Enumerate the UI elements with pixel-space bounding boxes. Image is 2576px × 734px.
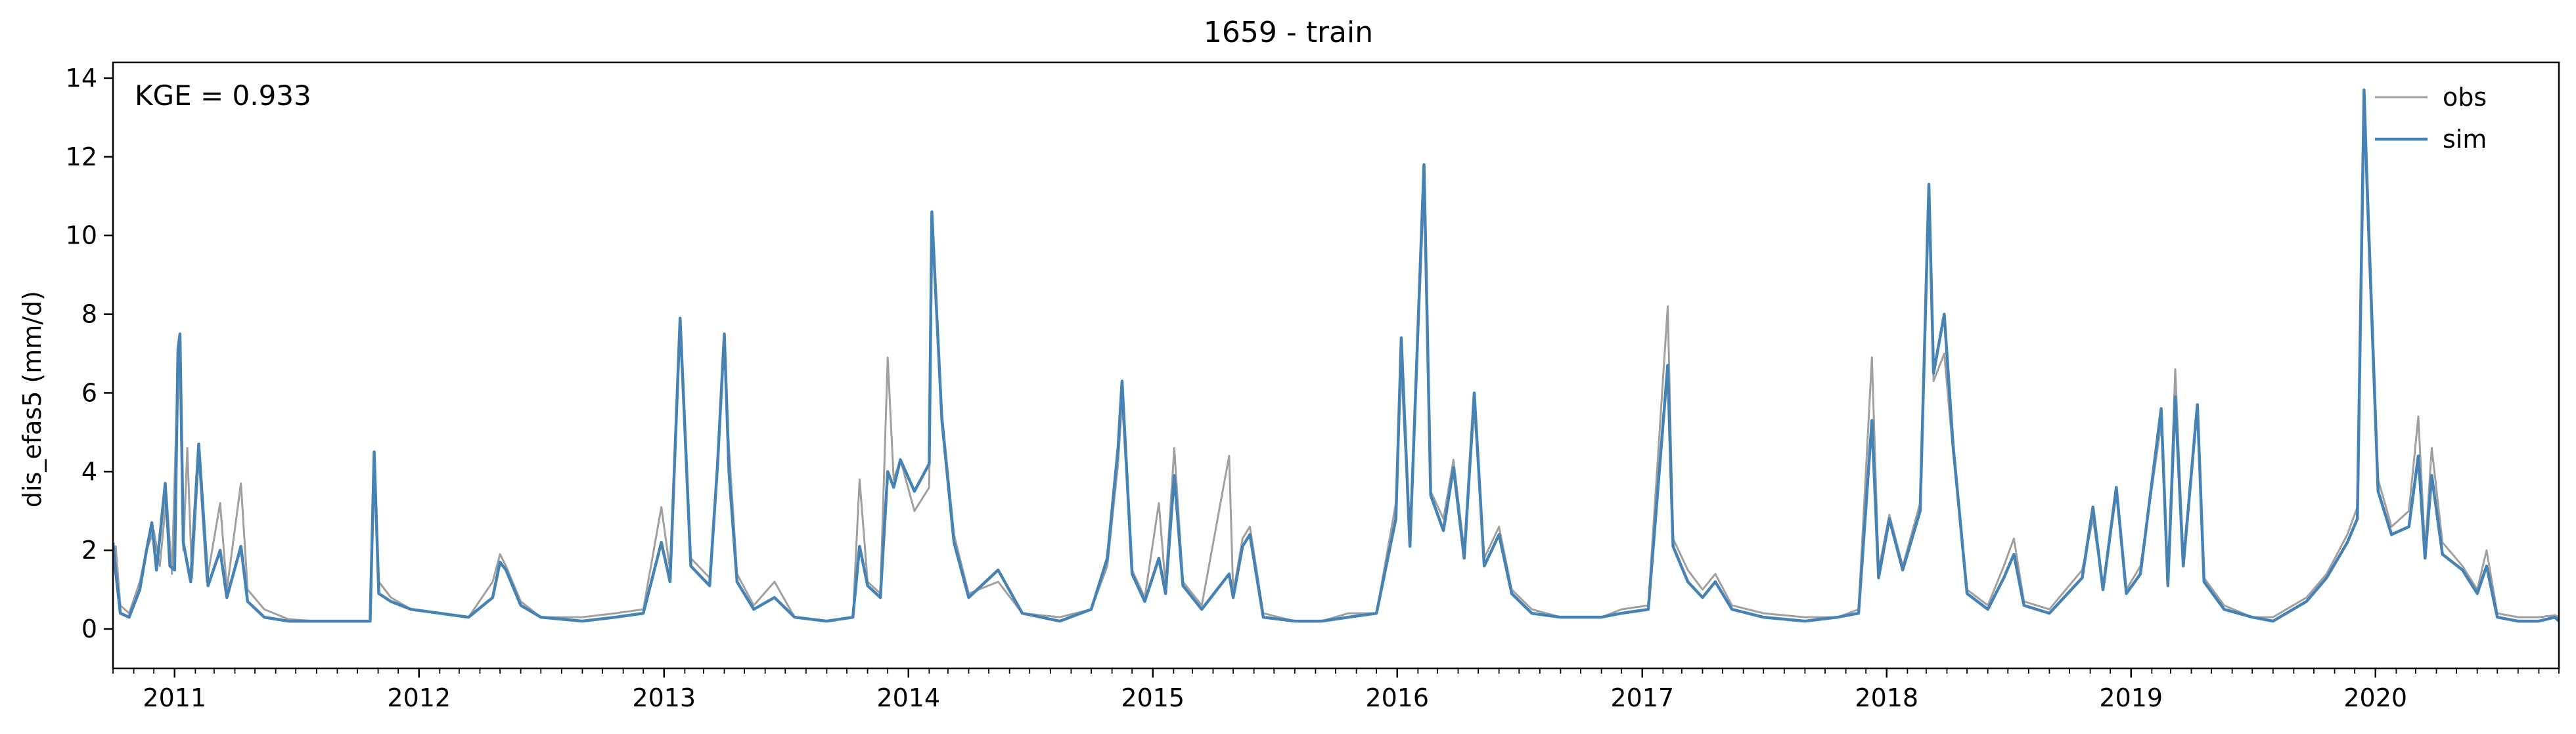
x-tick-label: 2016: [1365, 683, 1429, 712]
y-tick-label: 0: [81, 615, 97, 643]
y-tick-label: 4: [81, 457, 97, 486]
y-tick-label: 10: [66, 221, 97, 250]
x-tick-label: 2014: [876, 683, 940, 712]
y-tick-label: 2: [81, 536, 97, 565]
kge-annotation: KGE = 0.933: [135, 79, 311, 112]
y-tick-label: 12: [66, 142, 97, 171]
x-tick-label: 2018: [1855, 683, 1918, 712]
y-tick-label: 8: [81, 300, 97, 329]
x-tick-label: 2012: [387, 683, 451, 712]
legend: obs sim: [2375, 83, 2487, 154]
x-tick-label: 2017: [1610, 683, 1674, 712]
x-tick-label: 2020: [2343, 683, 2407, 712]
series-line-obs: [113, 132, 2559, 622]
chart-title: 1659 - train: [1204, 16, 1373, 49]
legend-label-obs: obs: [2443, 83, 2487, 112]
legend-label-sim: sim: [2443, 125, 2487, 154]
plot-area: [113, 88, 2559, 623]
x-tick-label: 2011: [143, 683, 206, 712]
x-tick-label: 2015: [1121, 683, 1185, 712]
x-tick-label: 2019: [2099, 683, 2163, 712]
y-tick-label: 14: [66, 64, 97, 93]
series-line-sim: [113, 88, 2559, 623]
y-axis-label: dis_efas5 (mm/d): [18, 291, 47, 507]
axes: 0 2 4 6 8 10 12 14 2011 2012 2013 2014 2015 2016 2017 2…: [66, 61, 2560, 712]
y-tick-label: 6: [81, 378, 97, 407]
x-tick-label: 2013: [632, 683, 696, 712]
